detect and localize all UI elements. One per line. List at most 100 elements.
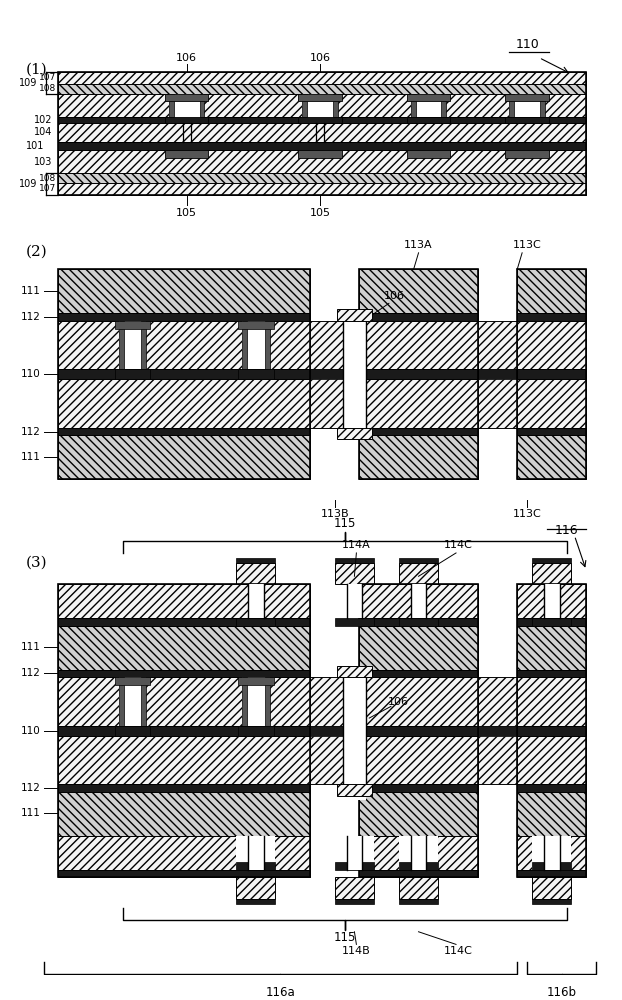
Bar (165, 94, 208, 101)
Text: 113C: 113C (513, 509, 541, 519)
Bar (411, 94, 446, 117)
Bar (518, 726, 587, 736)
Bar (505, 150, 549, 158)
Bar (302, 94, 338, 123)
Bar (532, 862, 572, 870)
Bar (399, 558, 439, 563)
Bar (532, 563, 572, 584)
Text: 106: 106 (383, 291, 404, 301)
Text: 104: 104 (34, 127, 52, 137)
Bar (248, 584, 264, 618)
Text: 112: 112 (21, 668, 40, 678)
Bar (264, 677, 269, 726)
Bar (518, 269, 587, 313)
Text: 107: 107 (39, 73, 57, 82)
Text: 109: 109 (19, 78, 38, 88)
Bar (58, 150, 587, 173)
Bar (238, 321, 274, 329)
Bar (114, 677, 150, 685)
Bar (532, 618, 572, 626)
Bar (236, 836, 276, 870)
Bar (360, 677, 478, 726)
Bar (242, 677, 269, 726)
Bar (335, 899, 374, 904)
Bar (335, 558, 374, 563)
Bar (236, 877, 276, 899)
Bar (58, 677, 310, 726)
Bar (360, 836, 478, 870)
Bar (518, 870, 587, 877)
Bar (302, 94, 307, 117)
Text: 107: 107 (39, 184, 57, 193)
Bar (165, 117, 208, 123)
Text: 111: 111 (21, 808, 40, 818)
Bar (58, 123, 587, 142)
Bar (399, 836, 439, 870)
Bar (310, 321, 360, 369)
Bar (242, 677, 247, 726)
Bar (114, 726, 150, 736)
Text: 105: 105 (309, 208, 330, 218)
Bar (141, 321, 146, 369)
Bar (518, 435, 587, 479)
Text: 116a: 116a (266, 986, 295, 999)
Bar (119, 677, 146, 726)
Text: 101: 101 (26, 141, 45, 151)
Bar (360, 670, 478, 677)
Text: 108: 108 (39, 174, 57, 183)
Text: 110: 110 (515, 38, 539, 51)
Bar (540, 94, 545, 117)
Bar (518, 792, 587, 836)
Text: (1): (1) (26, 62, 48, 76)
Bar (360, 626, 478, 670)
Bar (360, 321, 478, 369)
Bar (441, 94, 446, 117)
Bar (478, 726, 518, 736)
Text: 114A: 114A (342, 540, 371, 550)
Bar (360, 870, 478, 877)
Bar (58, 94, 587, 117)
Bar (360, 792, 478, 836)
Bar (242, 321, 247, 369)
Bar (58, 369, 310, 379)
Bar (343, 666, 366, 800)
Bar (532, 877, 572, 899)
Bar (58, 836, 310, 870)
Text: 114C: 114C (443, 540, 473, 550)
Bar (337, 784, 372, 796)
Bar (518, 321, 587, 369)
Bar (337, 666, 372, 677)
Bar (360, 269, 478, 479)
Text: 111: 111 (21, 642, 40, 652)
Bar (346, 584, 362, 618)
Bar (518, 584, 587, 618)
Bar (58, 870, 310, 877)
Bar (360, 784, 478, 792)
Bar (518, 269, 587, 479)
Bar (518, 369, 587, 379)
Bar (346, 836, 362, 870)
Text: 114C: 114C (443, 946, 473, 956)
Bar (360, 584, 478, 877)
Bar (411, 836, 427, 870)
Bar (236, 899, 276, 904)
Text: 106: 106 (309, 53, 330, 63)
Bar (141, 677, 146, 726)
Bar (58, 618, 310, 626)
Bar (360, 428, 478, 435)
Bar (58, 784, 310, 792)
Text: 116: 116 (555, 524, 578, 537)
Bar (200, 94, 205, 117)
Bar (58, 321, 310, 369)
Bar (360, 369, 478, 379)
Bar (333, 94, 338, 117)
Bar (505, 94, 549, 101)
Bar (518, 584, 587, 877)
Bar (518, 784, 587, 792)
Bar (58, 142, 587, 150)
Text: 116b: 116b (547, 986, 577, 999)
Bar (248, 836, 264, 870)
Bar (335, 563, 374, 584)
Text: 113A: 113A (404, 240, 433, 250)
Bar (518, 677, 587, 726)
